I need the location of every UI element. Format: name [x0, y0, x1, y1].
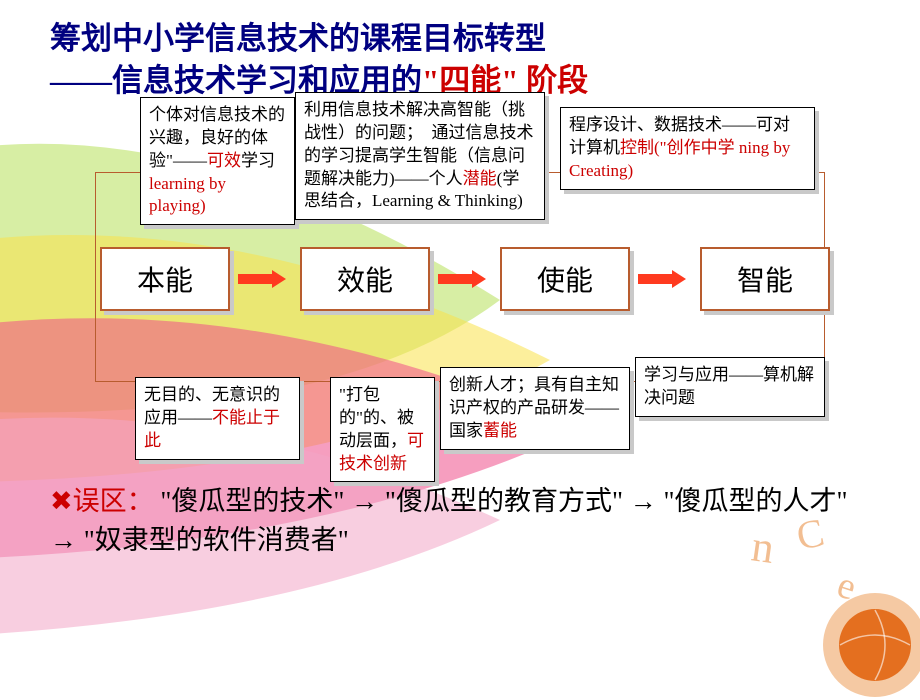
- stage-box-1: 效能: [300, 247, 430, 311]
- note-text-part: 蓄能: [483, 421, 517, 440]
- chain-arrow-icon: →: [623, 486, 664, 516]
- misconception-label: 误区：: [73, 486, 154, 516]
- note-text-part: 可效: [207, 151, 241, 170]
- note-bot-1: 无目的、无意识的应用——不能止于此: [135, 377, 300, 460]
- note-top-mid: 利用信息技术解决高智能（挑战性）的问题； 通过信息技术的学习提高学生智能（信息问…: [295, 92, 545, 221]
- chain-item-0: "傻瓜型的技术": [160, 486, 344, 516]
- flow-arrow-2: [638, 270, 686, 293]
- misconception-chain: "傻瓜型的技术" → "傻瓜型的教育方式" → "傻瓜型的人才" → "奴隶型的…: [50, 486, 848, 555]
- stage-box-0: 本能: [100, 247, 230, 311]
- note-text-part: 学习: [241, 151, 275, 170]
- note-text-part: 学习与应用——算机解决问题: [644, 365, 814, 407]
- note-text-part: 潜能: [463, 169, 497, 188]
- dingbat-icon: ✖: [50, 486, 73, 516]
- stage-box-2: 使能: [500, 247, 630, 311]
- misconception-text: ✖误区： "傻瓜型的技术" → "傻瓜型的教育方式" → "傻瓜型的人才" → …: [0, 482, 920, 560]
- note-bot-4: 学习与应用——算机解决问题: [635, 357, 825, 417]
- note-top-right: 程序设计、数据技术——可对计算机控制("创作中学 ning by Creatin…: [560, 107, 815, 190]
- flow-arrow-1: [438, 270, 486, 293]
- flow-arrow-0: [238, 270, 286, 293]
- flow-diagram: 本能效能使能智能 个体对信息技术的兴趣，良好的体验"——可效学习learning…: [0, 102, 920, 482]
- note-bot-3: 创新人才；具有自主知识产权的产品研发——国家蓄能: [440, 367, 630, 450]
- chain-arrow-icon: →: [344, 486, 385, 516]
- note-text-part: "打包的"的、被动层面，: [339, 385, 414, 450]
- title-line-1: 筹划中小学信息技术的课程目标转型: [50, 18, 870, 60]
- chain-item-3: "奴隶型的软件消费者": [84, 525, 349, 555]
- corner-ball-decoration: [820, 590, 920, 700]
- note-top-left: 个体对信息技术的兴趣，良好的体验"——可效学习learning by playi…: [140, 97, 295, 226]
- note-text-part: 创新人才；具有自主知识产权的产品研发——国家: [449, 375, 619, 440]
- chain-item-2: "傻瓜型的人才": [663, 486, 847, 516]
- note-text-part: 控制: [620, 138, 654, 157]
- slide-title: 筹划中小学信息技术的课程目标转型 ——信息技术学习和应用的"四能" 阶段: [0, 0, 920, 102]
- note-text-part: learning by playing): [149, 174, 226, 216]
- stage-box-3: 智能: [700, 247, 830, 311]
- chain-arrow-icon: →: [50, 525, 84, 555]
- note-bot-2: "打包的"的、被动层面，可技术创新: [330, 377, 435, 483]
- chain-item-1: "傻瓜型的教育方式": [385, 486, 623, 516]
